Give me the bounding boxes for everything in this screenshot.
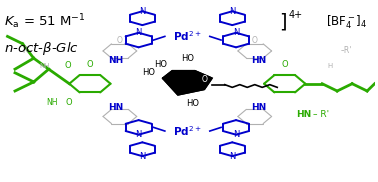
- Text: Pd$^{2+}$: Pd$^{2+}$: [173, 124, 201, 138]
- Text: N: N: [229, 152, 235, 161]
- Text: HO: HO: [154, 60, 167, 69]
- Text: O: O: [281, 60, 288, 69]
- Text: – R': – R': [313, 110, 329, 119]
- Text: HO: HO: [186, 99, 200, 108]
- Text: NH: NH: [40, 63, 50, 68]
- Text: N: N: [139, 152, 146, 161]
- Text: O: O: [252, 36, 258, 46]
- Text: N: N: [135, 28, 142, 37]
- Polygon shape: [163, 71, 212, 95]
- Text: NH: NH: [108, 56, 124, 65]
- Text: O: O: [64, 61, 71, 70]
- Text: –R': –R': [341, 46, 352, 56]
- Text: H: H: [327, 63, 332, 68]
- Text: $n$-oct-$\beta$-Glc: $n$-oct-$\beta$-Glc: [4, 40, 79, 57]
- Text: HN: HN: [251, 56, 266, 65]
- Text: N: N: [135, 130, 142, 139]
- Text: [BF$_4^-$]$_4$: [BF$_4^-$]$_4$: [326, 13, 367, 31]
- Text: O: O: [66, 98, 73, 107]
- Text: HN: HN: [251, 103, 266, 112]
- Text: HN: HN: [296, 110, 311, 119]
- Text: N: N: [139, 7, 146, 16]
- Text: N: N: [233, 130, 239, 139]
- Text: O: O: [87, 60, 93, 69]
- Text: $\mathit{K}$$_\mathrm{a}$ = 51 M$^{-1}$: $\mathit{K}$$_\mathrm{a}$ = 51 M$^{-1}$: [4, 13, 85, 31]
- Text: O: O: [201, 75, 207, 84]
- Text: O: O: [117, 36, 123, 46]
- Text: R'–: R'–: [22, 46, 34, 56]
- Text: HN: HN: [108, 103, 124, 112]
- Text: NH: NH: [47, 98, 58, 107]
- Text: HO: HO: [181, 54, 194, 63]
- Text: Pd$^{2+}$: Pd$^{2+}$: [173, 29, 201, 43]
- Text: ]: ]: [279, 12, 287, 31]
- Text: N: N: [229, 7, 235, 16]
- Text: 4+: 4+: [288, 10, 303, 19]
- Text: N: N: [233, 28, 239, 37]
- Text: HO: HO: [143, 68, 155, 77]
